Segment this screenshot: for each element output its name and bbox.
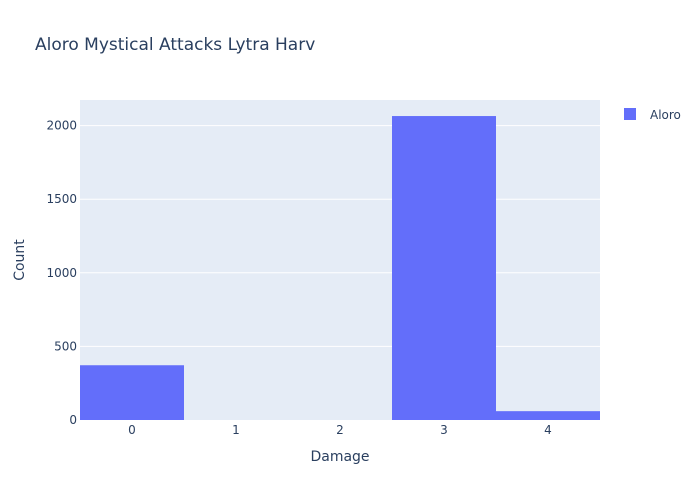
legend-swatch <box>624 108 636 120</box>
x-tick-label: 4 <box>544 423 552 437</box>
bars <box>80 116 600 420</box>
y-tick-label: 2000 <box>46 119 77 133</box>
chart-title: Aloro Mystical Attacks Lytra Harv <box>35 35 315 55</box>
y-tick-label: 0 <box>69 413 77 427</box>
legend-label: Aloro <box>650 108 681 122</box>
legend[interactable]: Aloro <box>624 108 681 122</box>
bar-0[interactable] <box>80 365 184 420</box>
y-axis-label: Count <box>12 239 28 281</box>
bar-3[interactable] <box>392 116 496 420</box>
y-tick-label: 1000 <box>46 266 77 280</box>
y-tick-label: 500 <box>54 339 77 353</box>
x-tick-label: 3 <box>440 423 448 437</box>
x-axis-label: Damage <box>310 449 369 465</box>
y-tick-label: 1500 <box>46 192 77 206</box>
grid-lines <box>80 125 600 347</box>
x-axis-ticks: 0 1 2 3 4 <box>128 423 552 437</box>
x-tick-label: 1 <box>232 423 240 437</box>
y-axis-ticks: 0 500 1000 1500 2000 <box>46 119 77 427</box>
bar-4[interactable] <box>496 411 600 420</box>
x-tick-label: 0 <box>128 423 136 437</box>
x-tick-label: 2 <box>336 423 344 437</box>
